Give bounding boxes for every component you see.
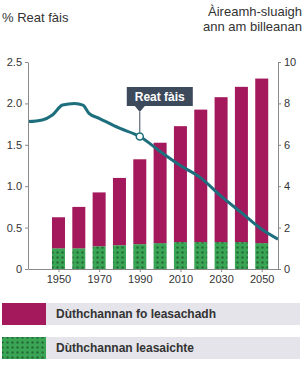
yticks-axis: 0 0.5 1.0 1.5 2.0 2.5 (7, 56, 29, 275)
tick: 1990 (128, 269, 152, 285)
bar (133, 159, 146, 244)
tick: 2010 (169, 269, 193, 285)
tick-label: 10 (284, 56, 296, 68)
bar (93, 246, 106, 269)
bar (215, 242, 228, 269)
tick-mark (262, 269, 263, 272)
tick-mark (221, 269, 222, 272)
tick: 2030 (209, 269, 233, 285)
bar (113, 178, 126, 245)
bar (154, 143, 167, 243)
bar (93, 192, 106, 246)
tick-mark (180, 269, 181, 272)
tick-mark (25, 186, 28, 187)
y2ticks-axis: 0 2 4 6 8 10 (278, 56, 296, 275)
plot-area (28, 79, 278, 269)
bar (174, 126, 187, 242)
tick: 1970 (87, 269, 111, 285)
tick: 4 (278, 180, 290, 192)
y2-axis-title: Àireamh-sluaigh (208, 4, 302, 19)
annotation-leader (139, 112, 140, 133)
tick-label: 0 (16, 263, 22, 275)
tick-mark (25, 145, 28, 146)
bar (72, 248, 85, 269)
tick-mark (278, 186, 281, 187)
axis-line (28, 63, 29, 270)
tick: 2.0 (7, 97, 28, 109)
tick: 2050 (250, 269, 274, 285)
tick: 0 (278, 263, 290, 275)
tick-label: 0 (284, 263, 290, 275)
annotation-arrow (135, 106, 145, 112)
tick: 2 (278, 222, 290, 234)
tick: 8 (278, 97, 290, 109)
annotation-label: Reat fàis (135, 90, 185, 104)
y-axis-title: % Reat fàis (2, 10, 69, 25)
chart: 0 0.5 1.0 1.5 2.0 2.5 0 2 4 6 8 10 1950 1970 1990 2010 2… (0, 0, 304, 366)
bar (52, 217, 65, 248)
line (28, 103, 278, 239)
tick-label: 1970 (87, 273, 111, 285)
tick-label: 2030 (209, 273, 233, 285)
tick-label: 2 (284, 222, 290, 234)
bar (174, 242, 187, 269)
legend-label: Dùthchannan fo leasachadh (56, 307, 216, 321)
xticks-axis: 1950 1970 1990 2010 2030 2050 (29, 269, 279, 285)
tick: 1.5 (7, 139, 28, 151)
tick: 0 (16, 263, 28, 275)
legend: Dùthchannan fo leasachadh Dùthchannan lea… (2, 303, 300, 359)
tick-label: 2050 (250, 273, 274, 285)
tick: 1950 (47, 269, 71, 285)
y2-axis-title: ann am billeanan (203, 19, 302, 34)
bar (194, 242, 207, 269)
tick-mark (278, 228, 281, 229)
tick: 0.5 (7, 222, 28, 234)
tick-label: 2.0 (7, 97, 22, 109)
tick-label: 1.0 (7, 180, 22, 192)
bar (113, 245, 126, 269)
annotation-box (127, 87, 193, 106)
tick-mark (278, 145, 281, 146)
bar (255, 79, 268, 244)
annotation-point (136, 133, 143, 140)
bar (72, 207, 85, 248)
bar (133, 244, 146, 269)
axis-line (278, 63, 279, 270)
axis-line (29, 269, 279, 270)
tick-label: 1950 (47, 273, 71, 285)
legend-box (44, 337, 300, 359)
tick-label: 2.5 (7, 56, 22, 68)
tick-mark (278, 62, 281, 63)
tick-mark (99, 269, 100, 272)
tick-mark (25, 62, 28, 63)
legend-swatch (2, 337, 46, 359)
tick: 6 (278, 139, 290, 151)
tick: 2.5 (7, 56, 28, 68)
bar (235, 87, 248, 242)
tick-label: 8 (284, 97, 290, 109)
bar (215, 97, 228, 242)
bar (154, 243, 167, 269)
tick-mark (140, 269, 141, 272)
legend-box (44, 303, 300, 325)
tick-label: 1.5 (7, 139, 22, 151)
bar (52, 248, 65, 269)
tick-label: 6 (284, 139, 290, 151)
tick-label: 1990 (128, 273, 152, 285)
annotation: Reat fàis (127, 87, 193, 140)
tick-label: 0.5 (7, 222, 22, 234)
tick-label: 4 (284, 180, 290, 192)
tick-mark (25, 103, 28, 104)
tick-mark (25, 269, 28, 270)
legend-label: Dùthchannan leasaichte (56, 341, 194, 355)
bar (255, 243, 268, 269)
tick-mark (25, 228, 28, 229)
tick: 10 (278, 56, 296, 68)
legend-swatch (2, 303, 46, 325)
tick-mark (278, 103, 281, 104)
tick-label: 2010 (169, 273, 193, 285)
tick: 1.0 (7, 180, 28, 192)
bar (235, 242, 248, 269)
tick-mark (58, 269, 59, 272)
